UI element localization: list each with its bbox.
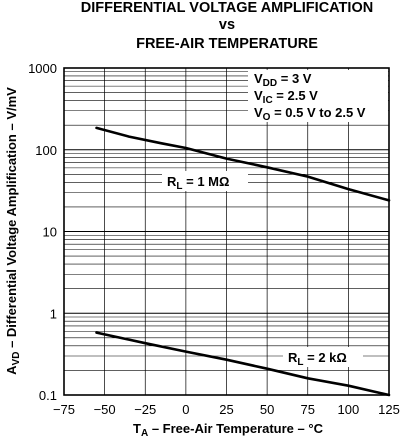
y-axis-label: AVD – Differential Voltage Amplification… [4, 87, 22, 375]
x-axis-label: TA – Free-Air Temperature – °C [133, 421, 324, 437]
x-tick-label: 125 [378, 402, 400, 417]
series-line-1 [95, 126, 391, 202]
series-label-1-bg [162, 171, 248, 191]
x-tick-label: 25 [219, 402, 233, 417]
chart-title-line-2: vs [219, 17, 235, 33]
x-tick-label: 50 [260, 402, 274, 417]
condition-vo: VO = 0.5 V to 2.5 V [254, 105, 366, 123]
y-tick-label: 1 [50, 306, 57, 321]
series [95, 126, 391, 397]
y-tick-label: 1000 [28, 61, 57, 76]
x-tick-label: 0 [182, 402, 189, 417]
series-label-2-bg [283, 347, 363, 367]
x-tick-labels: −75 −50 −25 0 25 50 75 100 125 [53, 402, 400, 417]
chart-title-line-3: FREE-AIR TEMPERATURE [136, 36, 318, 52]
plot-frame [63, 67, 390, 396]
y-tick-label: 0.1 [39, 388, 57, 403]
x-tick-label: 100 [338, 402, 360, 417]
chart-title-line-1: DIFFERENTIAL VOLTAGE AMPLIFICATION [81, 0, 373, 16]
x-tick-label: −75 [53, 402, 75, 417]
y-tick-label: 100 [35, 143, 57, 158]
condition-vic: VIC = 2.5 V [254, 88, 318, 106]
condition-vdd: VDD = 3 V [254, 71, 312, 89]
series-label-rl-2kohm: RL = 2 kΩ [288, 350, 347, 368]
series-line-2 [95, 331, 391, 397]
x-tick-label: 75 [301, 402, 315, 417]
y-tick-label: 10 [43, 225, 57, 240]
conditions-box [248, 70, 388, 122]
series-label-rl-1mohm: RL = 1 MΩ [167, 174, 229, 192]
x-tick-label: −50 [94, 402, 116, 417]
y-tick-labels: 0.1 1 10 100 1000 [28, 61, 57, 403]
x-tick-label: −25 [134, 402, 156, 417]
